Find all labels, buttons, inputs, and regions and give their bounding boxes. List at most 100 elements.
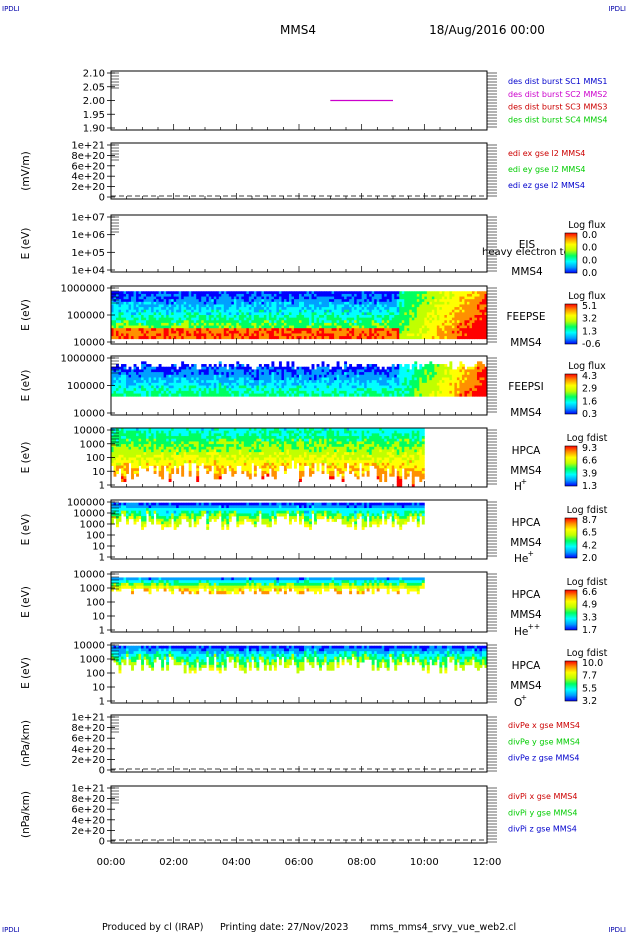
spectrogram-cell [136, 299, 139, 302]
spectrogram-cell [399, 291, 402, 294]
spectrogram-cell [121, 474, 124, 477]
spectrogram-cell [129, 441, 132, 444]
spectrogram-cell [166, 386, 169, 389]
spectrogram-cell [464, 380, 467, 383]
spectrogram-cell [294, 294, 297, 297]
spectrogram-cell [429, 372, 432, 375]
spectrogram-cell [209, 391, 212, 394]
spectrogram-cell [362, 297, 365, 300]
spectrogram-cell [129, 431, 132, 434]
spectrogram-cell [357, 328, 360, 331]
spectrogram-cell [437, 372, 440, 375]
spectrogram-cell [367, 318, 370, 321]
spectrogram-cell [269, 326, 272, 329]
spectrogram-cell [149, 320, 152, 323]
spectrogram-cell [317, 310, 320, 313]
spectrogram-cell [409, 299, 412, 302]
spectrogram-cell [304, 315, 307, 318]
spectrogram-cell [264, 367, 267, 370]
spectrogram-cell [219, 320, 222, 323]
spectrogram-cell [184, 315, 187, 318]
spectrogram-cell [462, 364, 465, 367]
spectrogram-cell [449, 391, 452, 394]
spectrogram-cell [317, 383, 320, 386]
spectrogram-cell [194, 386, 197, 389]
spectrogram-cell [444, 394, 447, 397]
spectrogram-cell [362, 318, 365, 321]
spectrogram-cell [364, 310, 367, 313]
spectrogram-cell [367, 326, 370, 329]
spectrogram-cell [384, 391, 387, 394]
spectrogram-cell [429, 333, 432, 336]
spectrogram-cell [482, 333, 485, 336]
spectrogram-cell [136, 377, 139, 380]
spectrogram-cell [231, 391, 234, 394]
spectrogram-cell [454, 315, 457, 318]
spectrogram-cell [176, 307, 179, 310]
spectrogram-cell [372, 333, 375, 336]
spectrogram-cell [146, 307, 149, 310]
spectrogram-cell [239, 388, 242, 391]
spectrogram-cell [119, 299, 122, 302]
spectrogram-cell [462, 318, 465, 321]
spectrogram-cell [417, 383, 420, 386]
spectrogram-cell [424, 369, 427, 372]
spectrogram-cell [397, 364, 400, 367]
spectrogram-cell [312, 369, 315, 372]
spectrogram-cell [339, 328, 342, 331]
spectrogram-cell [196, 369, 199, 372]
spectrogram-cell [274, 333, 277, 336]
spectrogram-cell [464, 375, 467, 378]
spectrogram-cell [482, 297, 485, 300]
spectrogram-cell [181, 304, 184, 307]
spectrogram-cell [462, 391, 465, 394]
spectrogram-cell [121, 297, 124, 300]
spectrogram-cell [146, 364, 149, 367]
spectrogram-cell [126, 444, 129, 447]
spectrogram-cell [166, 297, 169, 300]
spectrogram-cell [214, 375, 217, 378]
spectrogram-cell [151, 377, 154, 380]
spectrogram-cell [387, 369, 390, 372]
spectrogram-cell [312, 372, 315, 375]
spectrogram-cell [264, 304, 267, 307]
spectrogram-cell [126, 294, 129, 297]
spectrogram-cell [219, 386, 222, 389]
spectrogram-cell [186, 326, 189, 329]
spectrogram-cell [286, 331, 289, 334]
spectrogram-cell [179, 367, 182, 370]
spectrogram-cell [319, 386, 322, 389]
spectrogram-cell [214, 323, 217, 326]
spectrogram-cell [251, 383, 254, 386]
spectrogram-cell [357, 302, 360, 305]
spectrogram-cell [119, 455, 122, 458]
spectrogram-cell [477, 377, 480, 380]
spectrogram-cell [334, 318, 337, 321]
spectrogram-cell [234, 299, 237, 302]
spectrogram-cell [209, 326, 212, 329]
spectrogram-cell [374, 297, 377, 300]
spectrogram-cell [469, 297, 472, 300]
spectrogram-cell [184, 291, 187, 294]
spectrogram-cell [397, 377, 400, 380]
spectrogram-cell [437, 386, 440, 389]
spectrogram-cell [144, 328, 147, 331]
spectrogram-cell [251, 294, 254, 297]
spectrogram-cell [404, 386, 407, 389]
spectrogram-cell [154, 336, 157, 339]
spectrogram-cell [322, 326, 325, 329]
spectrogram-cell [409, 328, 412, 331]
spectrogram-cell [389, 304, 392, 307]
spectrogram-cell [334, 372, 337, 375]
spectrogram-cell [434, 297, 437, 300]
spectrogram-cell [174, 372, 177, 375]
spectrogram-cell [176, 310, 179, 313]
spectrogram-cell [196, 320, 199, 323]
spectrogram-cell [269, 310, 272, 313]
spectrogram-cell [472, 367, 475, 370]
spectrogram-cell [286, 380, 289, 383]
spectrogram-cell [472, 297, 475, 300]
spectrogram-cell [459, 336, 462, 339]
spectrogram-cell [229, 326, 232, 329]
